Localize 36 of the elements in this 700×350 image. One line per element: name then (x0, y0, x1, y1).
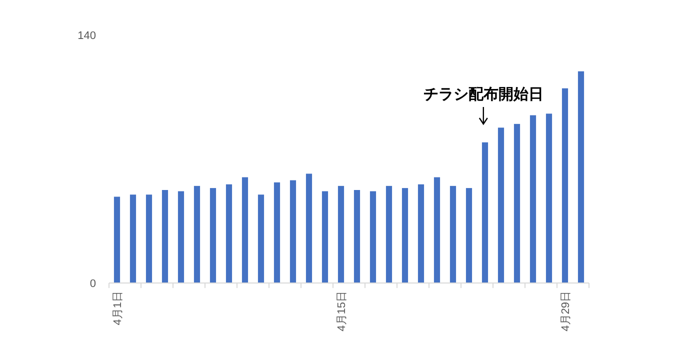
bar (354, 190, 360, 283)
bar (130, 194, 136, 283)
x-tick-label: 4月15日 (336, 291, 348, 332)
bar (418, 184, 424, 283)
bar (178, 191, 184, 283)
bar (450, 186, 456, 283)
y-tick-label: 140 (78, 30, 96, 42)
bar (290, 180, 296, 283)
bar (258, 194, 264, 283)
bar (146, 194, 152, 283)
bar (242, 177, 248, 283)
bar (562, 88, 568, 283)
bar (482, 142, 488, 283)
bar (322, 191, 328, 283)
bar (402, 188, 408, 283)
bar (514, 124, 520, 283)
bar (306, 174, 312, 283)
bar (370, 191, 376, 283)
bar (114, 196, 120, 283)
bar (546, 114, 552, 283)
bar (210, 188, 216, 283)
bar (434, 177, 440, 283)
bar (578, 71, 584, 283)
bar (274, 182, 280, 283)
bar (338, 186, 344, 283)
bar (530, 115, 536, 283)
bar (466, 188, 472, 283)
annotation: チラシ配布開始日 (423, 86, 544, 103)
bar (162, 190, 168, 283)
x-tick-label: 4月1日 (112, 291, 124, 326)
bar (498, 128, 504, 283)
bar (386, 186, 392, 283)
x-tick-label: 4月29日 (560, 291, 572, 332)
bar (194, 186, 200, 283)
y-tick-label: 0 (90, 278, 96, 290)
bar (226, 184, 232, 283)
